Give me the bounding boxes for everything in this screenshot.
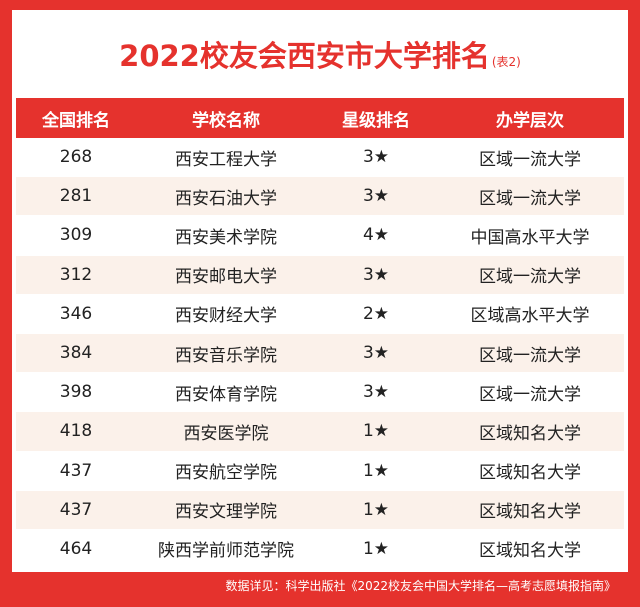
cell-national-rank: 309 — [16, 215, 136, 256]
title-note: (表2) — [491, 55, 521, 69]
cell-star-rank: 1★ — [316, 411, 436, 452]
cell-star-rank: 3★ — [316, 138, 436, 178]
table-row: 437 西安文理学院 1★ 区域知名大学 — [16, 490, 624, 530]
cell-star-rank: 4★ — [316, 215, 436, 256]
table-row: 464 陕西学前师范学院 1★ 区域知名大学 — [16, 529, 624, 570]
cell-level: 区域知名大学 — [436, 411, 624, 452]
cell-school-name: 陕西学前师范学院 — [136, 529, 316, 570]
table-row: 309 西安美术学院 4★ 中国高水平大学 — [16, 215, 624, 256]
cell-star-rank: 3★ — [316, 255, 436, 295]
cell-level: 区域一流大学 — [436, 255, 624, 295]
table-header: 全国排名 学校名称 星级排名 办学层次 — [16, 98, 624, 138]
cell-national-rank: 384 — [16, 333, 136, 374]
cell-star-rank: 3★ — [316, 333, 436, 374]
cell-level: 区域知名大学 — [436, 451, 624, 491]
cell-level: 区域一流大学 — [436, 176, 624, 217]
table-row: 268 西安工程大学 3★ 区域一流大学 — [16, 138, 624, 178]
table-row: 398 西安体育学院 3★ 区域一流大学 — [16, 372, 624, 413]
cell-level: 区域知名大学 — [436, 529, 624, 570]
cell-school-name: 西安医学院 — [136, 411, 316, 452]
table-row: 437 西安航空学院 1★ 区域知名大学 — [16, 451, 624, 491]
content-panel: 2022校友会西安市大学排名 (表2) 全国排名 学校名称 星级排名 办学层次 2… — [12, 10, 628, 572]
cell-school-name: 西安邮电大学 — [136, 255, 316, 295]
cell-star-rank: 1★ — [316, 451, 436, 491]
cell-school-name: 西安音乐学院 — [136, 333, 316, 374]
cell-level: 区域一流大学 — [436, 372, 624, 413]
cell-star-rank: 3★ — [316, 372, 436, 413]
cell-national-rank: 437 — [16, 490, 136, 530]
header-star-rank: 星级排名 — [316, 98, 436, 138]
cell-level: 区域一流大学 — [436, 333, 624, 374]
cell-level: 中国高水平大学 — [436, 215, 624, 256]
cell-star-rank: 3★ — [316, 176, 436, 217]
table-body: 268 西安工程大学 3★ 区域一流大学 281 西安石油大学 3★ 区域一流大学 309 西安美… — [16, 138, 624, 570]
header-national-rank: 全国排名 — [16, 98, 136, 138]
cell-school-name: 西安美术学院 — [136, 215, 316, 256]
cell-national-rank: 312 — [16, 255, 136, 295]
header-school-name: 学校名称 — [136, 98, 316, 138]
table-row: 346 西安财经大学 2★ 区域高水平大学 — [16, 294, 624, 334]
cell-school-name: 西安航空学院 — [136, 451, 316, 491]
cell-school-name: 西安体育学院 — [136, 372, 316, 413]
table-row: 281 西安石油大学 3★ 区域一流大学 — [16, 176, 624, 217]
title-text: 2022校友会西安市大学排名 — [119, 39, 490, 73]
table-row: 384 西安音乐学院 3★ 区域一流大学 — [16, 333, 624, 374]
cell-national-rank: 398 — [16, 372, 136, 413]
cell-national-rank: 268 — [16, 138, 136, 178]
cell-national-rank: 418 — [16, 411, 136, 452]
table-row: 312 西安邮电大学 3★ 区域一流大学 — [16, 255, 624, 295]
cell-school-name: 西安文理学院 — [136, 490, 316, 530]
cell-national-rank: 281 — [16, 176, 136, 217]
cell-national-rank: 437 — [16, 451, 136, 491]
cell-school-name: 西安工程大学 — [136, 138, 316, 178]
ranking-table: 全国排名 学校名称 星级排名 办学层次 268 西安工程大学 3★ 区域一流大学 281… — [16, 98, 624, 570]
table-row: 418 西安医学院 1★ 区域知名大学 — [16, 411, 624, 452]
cell-level: 区域知名大学 — [436, 490, 624, 530]
cell-national-rank: 346 — [16, 294, 136, 334]
cell-school-name: 西安石油大学 — [136, 176, 316, 217]
cell-level: 区域高水平大学 — [436, 294, 624, 334]
source-note: 数据详见：科学出版社《2022校友会中国大学排名—高考志愿填报指南》 — [225, 579, 616, 593]
page-title: 2022校友会西安市大学排名 (表2) — [12, 36, 628, 82]
cell-star-rank: 1★ — [316, 529, 436, 570]
cell-star-rank: 1★ — [316, 490, 436, 530]
cell-school-name: 西安财经大学 — [136, 294, 316, 334]
cell-level: 区域一流大学 — [436, 138, 624, 178]
cell-national-rank: 464 — [16, 529, 136, 570]
header-level: 办学层次 — [436, 98, 624, 138]
cell-star-rank: 2★ — [316, 294, 436, 334]
